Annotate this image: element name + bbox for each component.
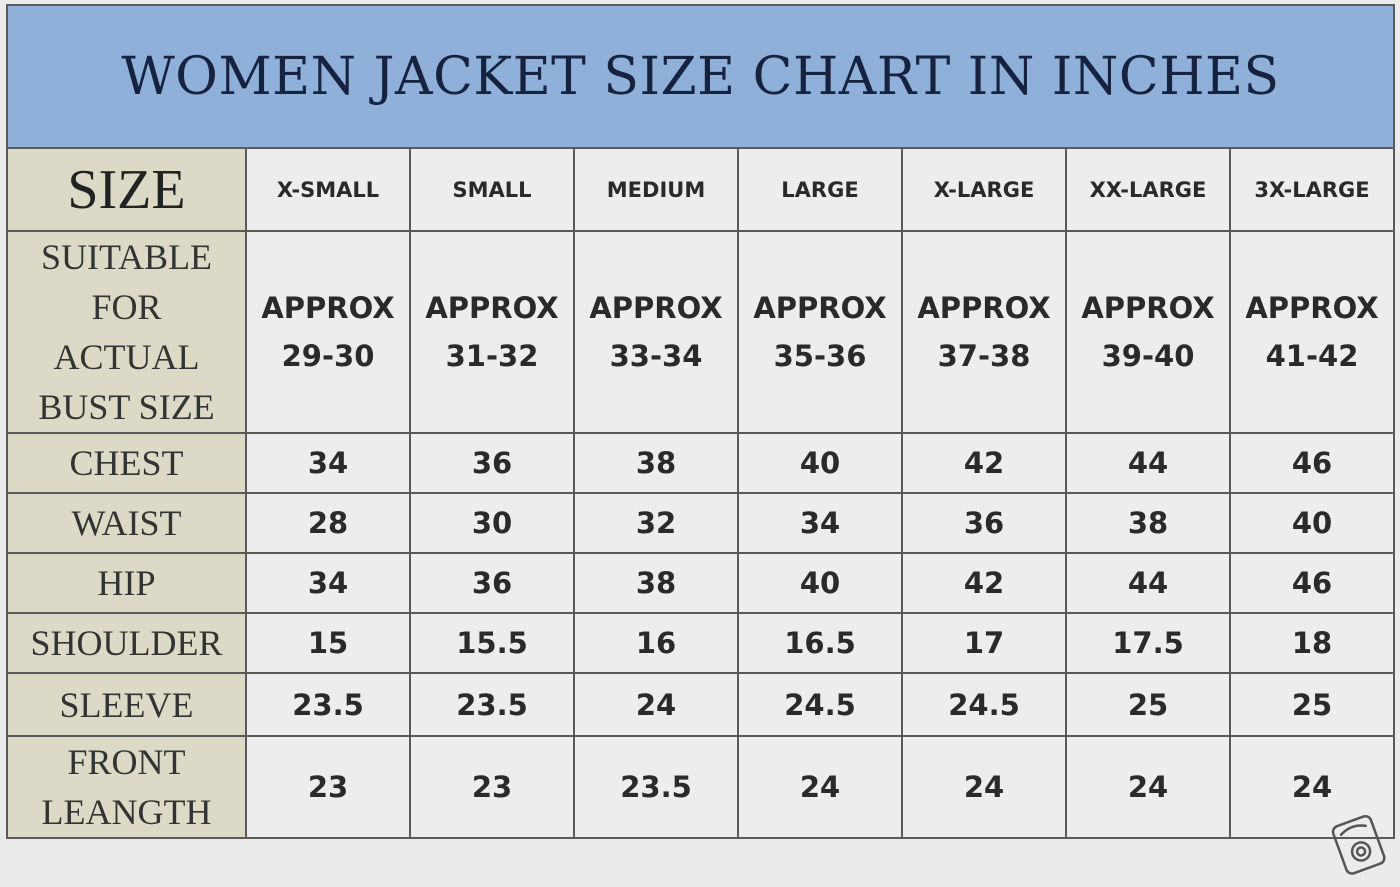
table-cell: 42	[901, 432, 1067, 494]
table-cell: 34	[737, 492, 903, 554]
table-cell: 17	[901, 612, 1067, 674]
table-cell: 24.5	[737, 672, 903, 737]
label-line: FOR	[91, 287, 162, 327]
size-chart-table: WOMEN JACKET SIZE CHART IN INCHES SIZE X…	[6, 4, 1395, 839]
front-length-row: FRONT LEANGTH 23 23 23.5 24 24 24 24	[6, 735, 1395, 839]
bust-cell: APPROX 29-30	[245, 230, 411, 434]
column-header: X-SMALL	[245, 147, 411, 232]
bust-range: 35-36	[773, 339, 867, 373]
column-header: 3X-LARGE	[1229, 147, 1395, 232]
table-cell: 15.5	[409, 612, 575, 674]
table-cell: 30	[409, 492, 575, 554]
table-cell: 34	[245, 552, 411, 614]
table-cell: 28	[245, 492, 411, 554]
bust-range: 39-40	[1101, 339, 1195, 373]
row-label: WAIST	[6, 492, 247, 554]
bust-range: 37-38	[937, 339, 1031, 373]
table-cell: 44	[1065, 432, 1231, 494]
bust-range: 41-42	[1265, 339, 1359, 373]
table-cell: 38	[573, 552, 739, 614]
table-cell: 16.5	[737, 612, 903, 674]
bust-range: 31-32	[445, 339, 539, 373]
header-row: SIZE X-SMALL SMALL MEDIUM LARGE X-LARGE XX-LA…	[6, 147, 1395, 232]
bust-range: 33-34	[609, 339, 703, 373]
table-row: CHEST 34 36 38 40 42 44 46	[6, 432, 1395, 494]
bust-row: SUITABLE FOR ACTUAL BUST SIZE APPROX 29-3…	[6, 230, 1395, 434]
table-cell: 24	[1229, 735, 1395, 839]
size-label: SIZE	[6, 147, 247, 232]
approx-text: APPROX	[425, 291, 559, 325]
approx-text: APPROX	[261, 291, 395, 325]
table-row: SLEEVE 23.5 23.5 24 24.5 24.5 25 25	[6, 672, 1395, 737]
table-cell: 38	[1065, 492, 1231, 554]
table-row: HIP 34 36 38 40 42 44 46	[6, 552, 1395, 614]
table-cell: 23.5	[573, 735, 739, 839]
table-cell: 24	[1065, 735, 1231, 839]
table-cell: 40	[737, 552, 903, 614]
table-cell: 24	[573, 672, 739, 737]
table-cell: 44	[1065, 552, 1231, 614]
table-cell: 24	[901, 735, 1067, 839]
table-cell: 46	[1229, 432, 1395, 494]
table-cell: 23.5	[245, 672, 411, 737]
table-cell: 34	[245, 432, 411, 494]
bust-cell: APPROX 35-36	[737, 230, 903, 434]
table-cell: 23	[245, 735, 411, 839]
table-cell: 25	[1065, 672, 1231, 737]
table-cell: 46	[1229, 552, 1395, 614]
label-line: ACTUAL	[53, 337, 200, 377]
column-header: SMALL	[409, 147, 575, 232]
table-cell: 24.5	[901, 672, 1067, 737]
bust-cell: APPROX 39-40	[1065, 230, 1231, 434]
table-cell: 40	[737, 432, 903, 494]
column-header: MEDIUM	[573, 147, 739, 232]
table-cell: 16	[573, 612, 739, 674]
chart-title: WOMEN JACKET SIZE CHART IN INCHES	[6, 4, 1395, 149]
table-cell: 23	[409, 735, 575, 839]
column-header: LARGE	[737, 147, 903, 232]
column-header: X-LARGE	[901, 147, 1067, 232]
camera-stamp-icon	[1331, 814, 1386, 875]
approx-text: APPROX	[1081, 291, 1215, 325]
table-cell: 17.5	[1065, 612, 1231, 674]
front-length-label: FRONT LEANGTH	[6, 735, 247, 839]
label-line: FRONT	[67, 742, 186, 782]
bust-cell: APPROX 41-42	[1229, 230, 1395, 434]
bust-label: SUITABLE FOR ACTUAL BUST SIZE	[6, 230, 247, 434]
table-cell: 40	[1229, 492, 1395, 554]
table-cell: 36	[409, 552, 575, 614]
row-label: HIP	[6, 552, 247, 614]
table-cell: 18	[1229, 612, 1395, 674]
approx-text: APPROX	[917, 291, 1051, 325]
label-line: LEANGTH	[41, 792, 212, 832]
column-header: XX-LARGE	[1065, 147, 1231, 232]
label-line: SUITABLE	[40, 237, 213, 277]
table-cell: 36	[409, 432, 575, 494]
table-cell: 36	[901, 492, 1067, 554]
table-row: WAIST 28 30 32 34 36 38 40	[6, 492, 1395, 554]
row-label: CHEST	[6, 432, 247, 494]
approx-text: APPROX	[589, 291, 723, 325]
table-cell: 23.5	[409, 672, 575, 737]
approx-text: APPROX	[753, 291, 887, 325]
row-label: SLEEVE	[6, 672, 247, 737]
bust-cell: APPROX 33-34	[573, 230, 739, 434]
approx-text: APPROX	[1245, 291, 1379, 325]
table-cell: 24	[737, 735, 903, 839]
table-cell: 38	[573, 432, 739, 494]
table-cell: 32	[573, 492, 739, 554]
bust-cell: APPROX 31-32	[409, 230, 575, 434]
table-cell: 25	[1229, 672, 1395, 737]
table-cell: 42	[901, 552, 1067, 614]
row-label: SHOULDER	[6, 612, 247, 674]
bust-cell: APPROX 37-38	[901, 230, 1067, 434]
bust-range: 29-30	[281, 339, 375, 373]
table-row: SHOULDER 15 15.5 16 16.5 17 17.5 18	[6, 612, 1395, 674]
label-line: BUST SIZE	[38, 387, 215, 427]
table-cell: 15	[245, 612, 411, 674]
